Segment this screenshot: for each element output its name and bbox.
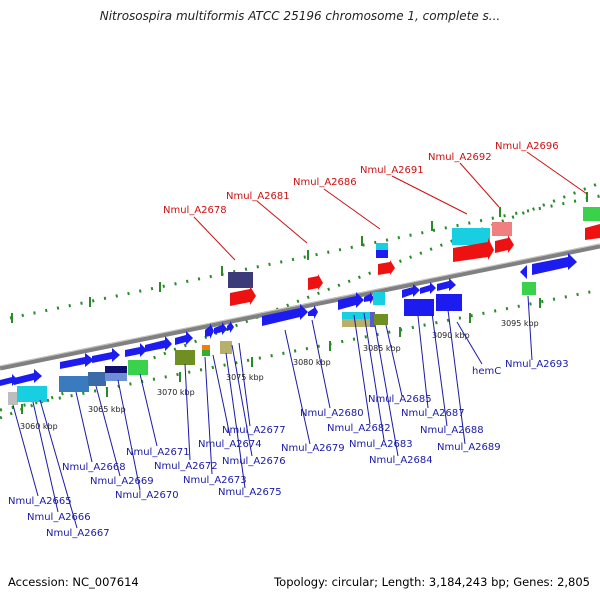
outer-track-lower [0, 85, 600, 320]
gene-label-bottom[interactable]: Nmul_A2680 [300, 408, 364, 419]
gene-label-bottom[interactable]: Nmul_A2665 [8, 496, 72, 507]
gene-arrow[interactable] [214, 322, 227, 335]
gene-block[interactable] [105, 373, 127, 381]
gene-block[interactable] [342, 319, 370, 327]
gene-label-bottom[interactable]: Nmul_A2682 [327, 423, 391, 434]
scale-label: 3080 kbp [293, 358, 331, 367]
gene-label-top[interactable]: Nmul_A2691 [360, 165, 424, 176]
gene-block[interactable] [452, 228, 490, 245]
gene-label-bottom[interactable]: Nmul_A2685 [368, 394, 432, 405]
gene-block[interactable] [128, 360, 148, 375]
gene-label-bottom[interactable]: Nmul_A2676 [222, 456, 286, 467]
gene-arrow[interactable] [92, 348, 120, 363]
gene-arrow[interactable] [14, 369, 42, 385]
scale-label: 3085 kbp [363, 344, 401, 353]
gene-block[interactable] [376, 243, 388, 250]
scale-ticks [11, 192, 588, 414]
gene-block[interactable] [202, 345, 210, 351]
gene-arrow[interactable] [145, 336, 172, 352]
gene-label-bottom[interactable]: Nmul_A2668 [62, 462, 126, 473]
gene-block[interactable] [583, 207, 600, 221]
gene-arrow[interactable] [420, 282, 436, 294]
gene-arrow[interactable] [532, 253, 577, 275]
gene-block[interactable] [373, 292, 385, 305]
gene-block[interactable] [404, 299, 434, 316]
gene-arrow[interactable] [175, 331, 193, 345]
gene-label-top[interactable]: Nmul_A2678 [163, 205, 227, 216]
gene-arrow[interactable] [437, 278, 456, 291]
upper-dotted-ring [9, 194, 600, 320]
gene-label-bottom[interactable]: Nmul_A2684 [369, 455, 433, 466]
gene-label-bottom[interactable]: Nmul_A2672 [154, 461, 218, 472]
gene-block[interactable] [522, 282, 536, 295]
scale-label: 3065 kbp [88, 405, 126, 414]
accession-text: Accession: NC_007614 [8, 575, 139, 589]
gene-block[interactable] [88, 372, 106, 386]
gene-label-bottom[interactable]: Nmul_A2674 [198, 439, 262, 450]
gene-label-top[interactable]: Nmul_A2692 [428, 152, 492, 163]
gene-block[interactable] [175, 350, 195, 365]
gene-block[interactable] [8, 392, 18, 405]
gene-arrow[interactable] [585, 224, 600, 240]
bottom-leader-lines [12, 295, 533, 529]
map-title: Nitrosospira multiformis ATCC 25196 chro… [99, 9, 501, 23]
gene-arrow[interactable] [262, 304, 308, 326]
gene-label-bottom[interactable]: Nmul_A2687 [401, 408, 465, 419]
topology-text: Topology: circular; Length: 3,184,243 bp… [274, 575, 590, 589]
gene-block[interactable] [492, 222, 512, 236]
gene-arrow[interactable] [453, 238, 494, 262]
upper-strand-genes[interactable] [228, 207, 600, 306]
gene-label-bottom[interactable]: Nmul_A2666 [27, 512, 91, 523]
scale-label: 3095 kbp [501, 319, 539, 328]
top-leader-lines [193, 151, 588, 261]
gene-arrow[interactable] [230, 286, 256, 306]
scale-label: 3070 kbp [157, 388, 195, 397]
gene-label-top[interactable]: Nmul_A2696 [495, 141, 559, 152]
gene-block[interactable] [342, 312, 370, 320]
gene-arrow[interactable] [60, 353, 94, 369]
gene-label-bottom[interactable]: Nmul_A2673 [183, 475, 247, 486]
gene-label-bottom[interactable]: Nmul_A2679 [281, 443, 345, 454]
gene-block[interactable] [17, 386, 47, 402]
gene-arrow[interactable] [308, 305, 318, 319]
gene-arrow[interactable] [205, 323, 214, 339]
gene-arrow[interactable] [308, 274, 323, 290]
gene-label-bottom[interactable]: Nmul_A2669 [90, 476, 154, 487]
gene-block[interactable] [202, 350, 210, 356]
gene-label-bottom[interactable]: Nmul_A2667 [46, 528, 110, 539]
gene-label-top[interactable]: Nmul_A2686 [293, 177, 357, 188]
gene-arrow[interactable] [402, 284, 420, 298]
gene-label-bottom[interactable]: Nmul_A2683 [349, 439, 413, 450]
gene-label-bottom[interactable]: Nmul_A2670 [115, 490, 179, 501]
gene-arrow[interactable] [378, 260, 395, 275]
scale-label: 3075 kbp [226, 373, 264, 382]
gene-label-bottom[interactable]: Nmul_A2688 [420, 425, 484, 436]
gene-arrow[interactable] [495, 235, 514, 253]
lower-strand-genes[interactable] [0, 253, 577, 405]
gene-label-bottom[interactable]: Nmul_A2689 [437, 442, 501, 453]
gene-label-bottom[interactable]: Nmul_A2693 [505, 359, 569, 370]
gene-arrow[interactable] [364, 292, 374, 304]
gene-block[interactable] [59, 376, 89, 392]
gene-label-top[interactable]: Nmul_A2681 [226, 191, 290, 202]
gene-block[interactable] [220, 341, 232, 354]
gene-block[interactable] [228, 272, 253, 288]
gene-block[interactable] [374, 314, 388, 325]
gene-arrow[interactable] [125, 343, 147, 357]
gene-block[interactable] [436, 294, 462, 311]
gene-arrow[interactable] [520, 265, 527, 279]
gene-label-bottom[interactable]: Nmul_A2675 [218, 487, 282, 498]
gene-label-bottom[interactable]: hemC [472, 366, 501, 377]
gene-block[interactable] [376, 250, 388, 258]
gene-block[interactable] [105, 366, 127, 374]
gene-block[interactable] [370, 312, 375, 327]
gene-label-bottom[interactable]: Nmul_A2677 [222, 425, 286, 436]
gene-label-bottom[interactable]: Nmul_A2671 [126, 447, 190, 458]
gene-arrow[interactable] [227, 321, 234, 333]
gene-arrow[interactable] [338, 292, 364, 310]
gene-arrow[interactable] [0, 374, 18, 386]
